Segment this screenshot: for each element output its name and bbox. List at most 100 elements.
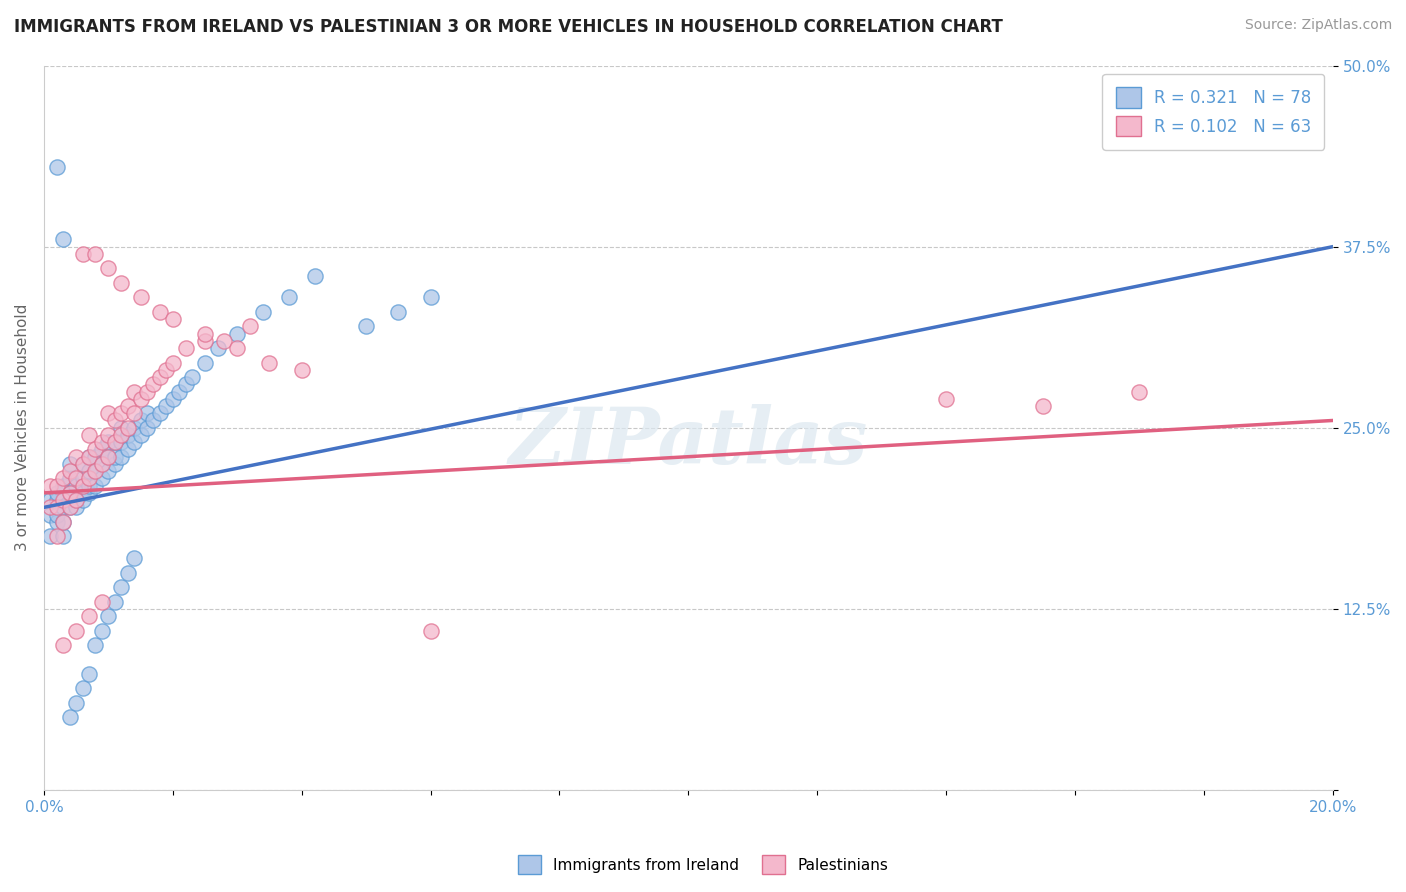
Point xyxy=(129,428,152,442)
Point xyxy=(52,232,75,246)
Point xyxy=(65,493,87,508)
Point xyxy=(59,486,82,500)
Point xyxy=(136,421,159,435)
Point xyxy=(387,305,409,319)
Point xyxy=(45,529,67,543)
Point xyxy=(52,638,75,652)
Point xyxy=(122,435,145,450)
Point xyxy=(59,500,82,515)
Point xyxy=(45,160,67,174)
Point xyxy=(77,478,100,492)
Point xyxy=(77,471,100,485)
Point xyxy=(65,471,87,485)
Point xyxy=(59,710,82,724)
Point xyxy=(259,355,281,369)
Point xyxy=(39,508,62,522)
Text: Source: ZipAtlas.com: Source: ZipAtlas.com xyxy=(1244,18,1392,32)
Point xyxy=(84,478,107,492)
Point xyxy=(354,319,377,334)
Point xyxy=(72,457,94,471)
Point xyxy=(97,435,120,450)
Point xyxy=(52,500,75,515)
Point xyxy=(162,355,184,369)
Point xyxy=(45,486,67,500)
Point xyxy=(97,406,120,420)
Point xyxy=(104,413,127,427)
Point xyxy=(90,442,112,457)
Point xyxy=(181,370,204,384)
Point xyxy=(84,247,107,261)
Point xyxy=(77,450,100,464)
Point xyxy=(136,406,159,420)
Point xyxy=(52,515,75,529)
Point xyxy=(136,384,159,399)
Point xyxy=(90,471,112,485)
Point xyxy=(117,399,139,413)
Point xyxy=(155,363,177,377)
Y-axis label: 3 or more Vehicles in Household: 3 or more Vehicles in Household xyxy=(15,304,30,551)
Point xyxy=(226,341,249,355)
Point xyxy=(239,319,262,334)
Point xyxy=(129,392,152,406)
Point xyxy=(194,334,217,348)
Point xyxy=(59,464,82,478)
Point xyxy=(291,363,314,377)
Point xyxy=(45,515,67,529)
Point xyxy=(52,515,75,529)
Point xyxy=(45,493,67,508)
Point xyxy=(149,305,172,319)
Point xyxy=(77,428,100,442)
Point xyxy=(84,464,107,478)
Point xyxy=(97,428,120,442)
Point xyxy=(77,609,100,624)
Point xyxy=(110,580,132,594)
Point xyxy=(162,312,184,326)
Point xyxy=(207,341,229,355)
Point xyxy=(65,478,87,492)
Point xyxy=(122,421,145,435)
Point xyxy=(122,406,145,420)
Point xyxy=(45,500,67,515)
Point xyxy=(59,471,82,485)
Point xyxy=(1128,384,1150,399)
Point xyxy=(149,370,172,384)
Point xyxy=(59,486,82,500)
Point xyxy=(65,493,87,508)
Point xyxy=(122,551,145,566)
Point xyxy=(39,529,62,543)
Point xyxy=(110,406,132,420)
Point xyxy=(65,624,87,638)
Point xyxy=(72,478,94,492)
Point xyxy=(72,493,94,508)
Point xyxy=(110,276,132,290)
Point xyxy=(935,392,957,406)
Point xyxy=(97,464,120,478)
Point xyxy=(419,290,441,304)
Point xyxy=(214,334,236,348)
Point xyxy=(65,696,87,710)
Point xyxy=(104,594,127,608)
Point xyxy=(104,435,127,450)
Point xyxy=(194,355,217,369)
Point xyxy=(39,493,62,508)
Point xyxy=(90,457,112,471)
Point xyxy=(72,486,94,500)
Text: IMMIGRANTS FROM IRELAND VS PALESTINIAN 3 OR MORE VEHICLES IN HOUSEHOLD CORRELATI: IMMIGRANTS FROM IRELAND VS PALESTINIAN 3… xyxy=(14,18,1002,36)
Point xyxy=(52,478,75,492)
Point xyxy=(84,638,107,652)
Point xyxy=(77,464,100,478)
Point xyxy=(97,261,120,276)
Point xyxy=(117,428,139,442)
Point xyxy=(110,421,132,435)
Point xyxy=(117,442,139,457)
Point xyxy=(65,500,87,515)
Point xyxy=(72,457,94,471)
Point xyxy=(122,384,145,399)
Point xyxy=(52,529,75,543)
Point xyxy=(142,413,165,427)
Text: ZIPatlas: ZIPatlas xyxy=(509,404,868,481)
Point xyxy=(84,442,107,457)
Point xyxy=(174,341,197,355)
Point xyxy=(252,305,274,319)
Point xyxy=(104,457,127,471)
